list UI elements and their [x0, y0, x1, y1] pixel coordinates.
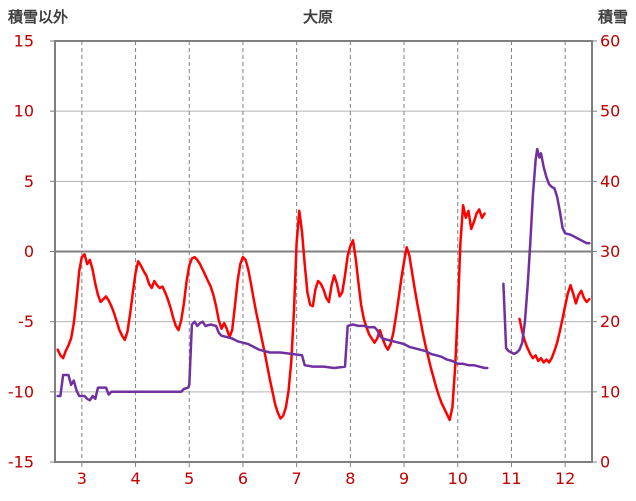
left-y-tick-label: -15: [8, 453, 34, 472]
x-tick-label: 4: [130, 469, 140, 488]
series-line-other-than-snow: [56, 203, 486, 422]
left-y-tick-label: 5: [24, 172, 34, 191]
x-tick-label: 11: [501, 469, 521, 488]
right-y-tick-label: 50: [600, 102, 620, 121]
x-tick-label: 9: [399, 469, 409, 488]
x-tick-label: 10: [448, 469, 468, 488]
left-y-tick-label: 15: [14, 32, 34, 51]
series-line-snow-depth: [56, 320, 489, 402]
right-y-tick-label: 10: [600, 382, 620, 401]
x-tick-label: 5: [184, 469, 194, 488]
series-line-snow-depth: [502, 147, 591, 356]
right-y-tick-label: 40: [600, 172, 620, 191]
right-axis-title: 積雪: [597, 8, 628, 26]
x-tick-label: 3: [77, 469, 87, 488]
plot-border: [54, 40, 593, 463]
x-tick-label: 7: [292, 469, 302, 488]
left-y-tick-label: 10: [14, 102, 34, 121]
chart-title: 大原: [302, 8, 334, 26]
x-tick-label: 6: [238, 469, 248, 488]
right-y-tick-label: 30: [600, 242, 620, 261]
series-line-other-than-snow: [518, 283, 591, 364]
left-axis-title: 積雪以外: [8, 8, 69, 26]
right-y-tick-label: 20: [600, 312, 620, 331]
right-y-tick-label: 60: [600, 32, 620, 51]
x-tick-label: 8: [345, 469, 355, 488]
left-y-tick-label: 0: [24, 242, 34, 261]
right-y-tick-label: 0: [600, 453, 610, 472]
left-y-tick-label: -5: [18, 312, 34, 331]
x-tick-label: 12: [555, 469, 575, 488]
left-y-tick-label: -10: [8, 382, 34, 401]
